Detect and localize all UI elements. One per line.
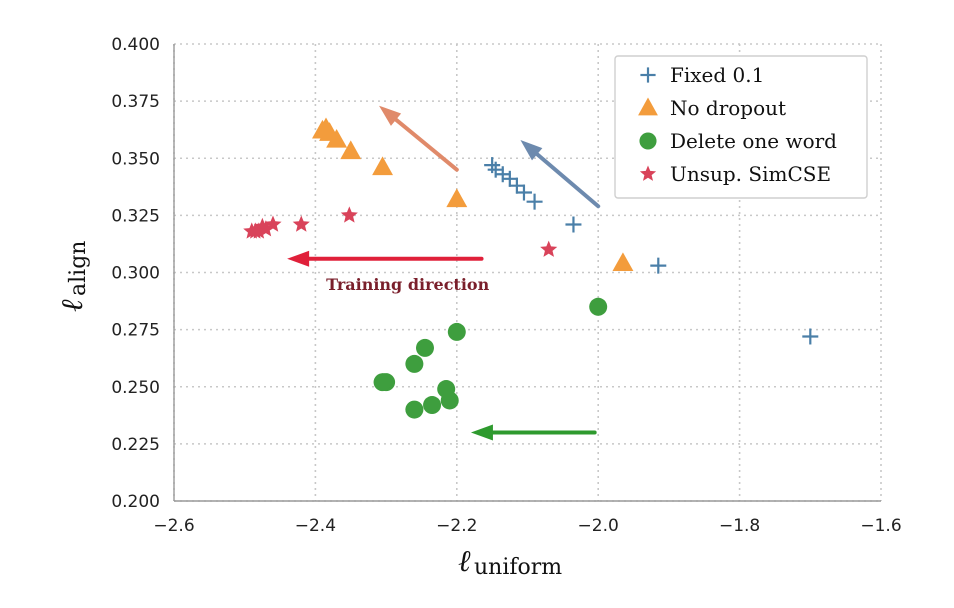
legend-label: Unsup. SimCSE [670,162,831,186]
data-point [340,206,358,223]
y-tick-label: 0.200 [111,492,160,512]
series-unsup-simcse [243,206,558,257]
annotation-training-direction: Training direction [326,275,489,294]
data-point [526,193,543,210]
ticks-layer: −2.6 −2.4 −2.2 −2.0 −1.8 −1.6 0.200 0.225 0.250 0… [111,35,901,536]
x-tick-label: −1.6 [860,516,901,536]
axes-layer [173,44,881,502]
data-point [292,215,310,232]
data-point [405,354,424,373]
x-axis-label-sub: uniform [474,555,562,580]
data-point [243,222,261,239]
data-point [372,156,394,176]
x-tick-label: −2.2 [436,516,477,536]
y-tick-label: 0.375 [111,92,160,112]
data-point [446,188,468,208]
y-tick-label: 0.350 [111,149,160,169]
direction-arrow [379,105,459,172]
y-axis-label-main: ℓ [55,299,90,312]
data-point [340,140,362,160]
direction-arrow [470,424,597,441]
data-point [447,322,466,341]
x-axis-label-main: ℓ [458,544,471,579]
y-axis-label-sub: align [66,241,91,296]
y-tick-label: 0.225 [111,435,160,455]
legend-marker [639,165,657,181]
legend-entry: Fixed 0.1 [640,63,764,87]
y-axis-label: ℓ align [55,241,91,312]
data-point [423,396,442,415]
data-point [650,257,667,274]
y-tick-label: 0.275 [111,321,160,341]
data-point [484,157,501,174]
data-point [415,338,434,357]
x-tick-label: −2.0 [578,516,619,536]
data-point [540,240,558,257]
legend-marker [638,97,658,116]
y-tick-label: 0.250 [111,378,160,398]
direction-arrow [287,250,484,267]
series-delete-one-word [373,297,608,419]
data-point [565,216,582,233]
y-tick-label: 0.300 [111,264,160,284]
y-tick-label: 0.400 [111,35,160,55]
data-point [312,119,333,139]
x-tick-label: −2.4 [295,516,336,536]
arrows-layer [287,105,601,441]
x-tick-label: −2.6 [153,516,194,536]
legend-marker [640,67,656,83]
data-point [405,400,424,419]
data-point [589,297,608,316]
data-point [612,252,634,272]
x-tick-label: −1.8 [719,516,760,536]
series-fixed-0-1 [484,157,819,345]
legend-entry: Delete one word [639,129,837,153]
data-point [440,391,459,410]
legend-box [614,55,868,199]
direction-arrow [520,139,601,209]
y-tick-label: 0.325 [111,206,160,226]
legend-label: No dropout [670,96,786,120]
x-axis-label: ℓ uniform [458,544,562,580]
legend: Fixed 0.1 No dropout Delete one word Unsup.… [614,55,868,199]
data-point [802,328,819,345]
legend-label: Delete one word [670,129,837,153]
legend-entry: Unsup. SimCSE [639,162,831,186]
legend-label: Fixed 0.1 [670,63,764,87]
data-point [373,373,392,392]
data-point [515,184,532,201]
series-no-dropout [312,117,634,272]
legend-marker [639,132,657,150]
legend-entry: No dropout [638,96,786,120]
points-layer [243,117,819,419]
data-point [508,177,525,194]
